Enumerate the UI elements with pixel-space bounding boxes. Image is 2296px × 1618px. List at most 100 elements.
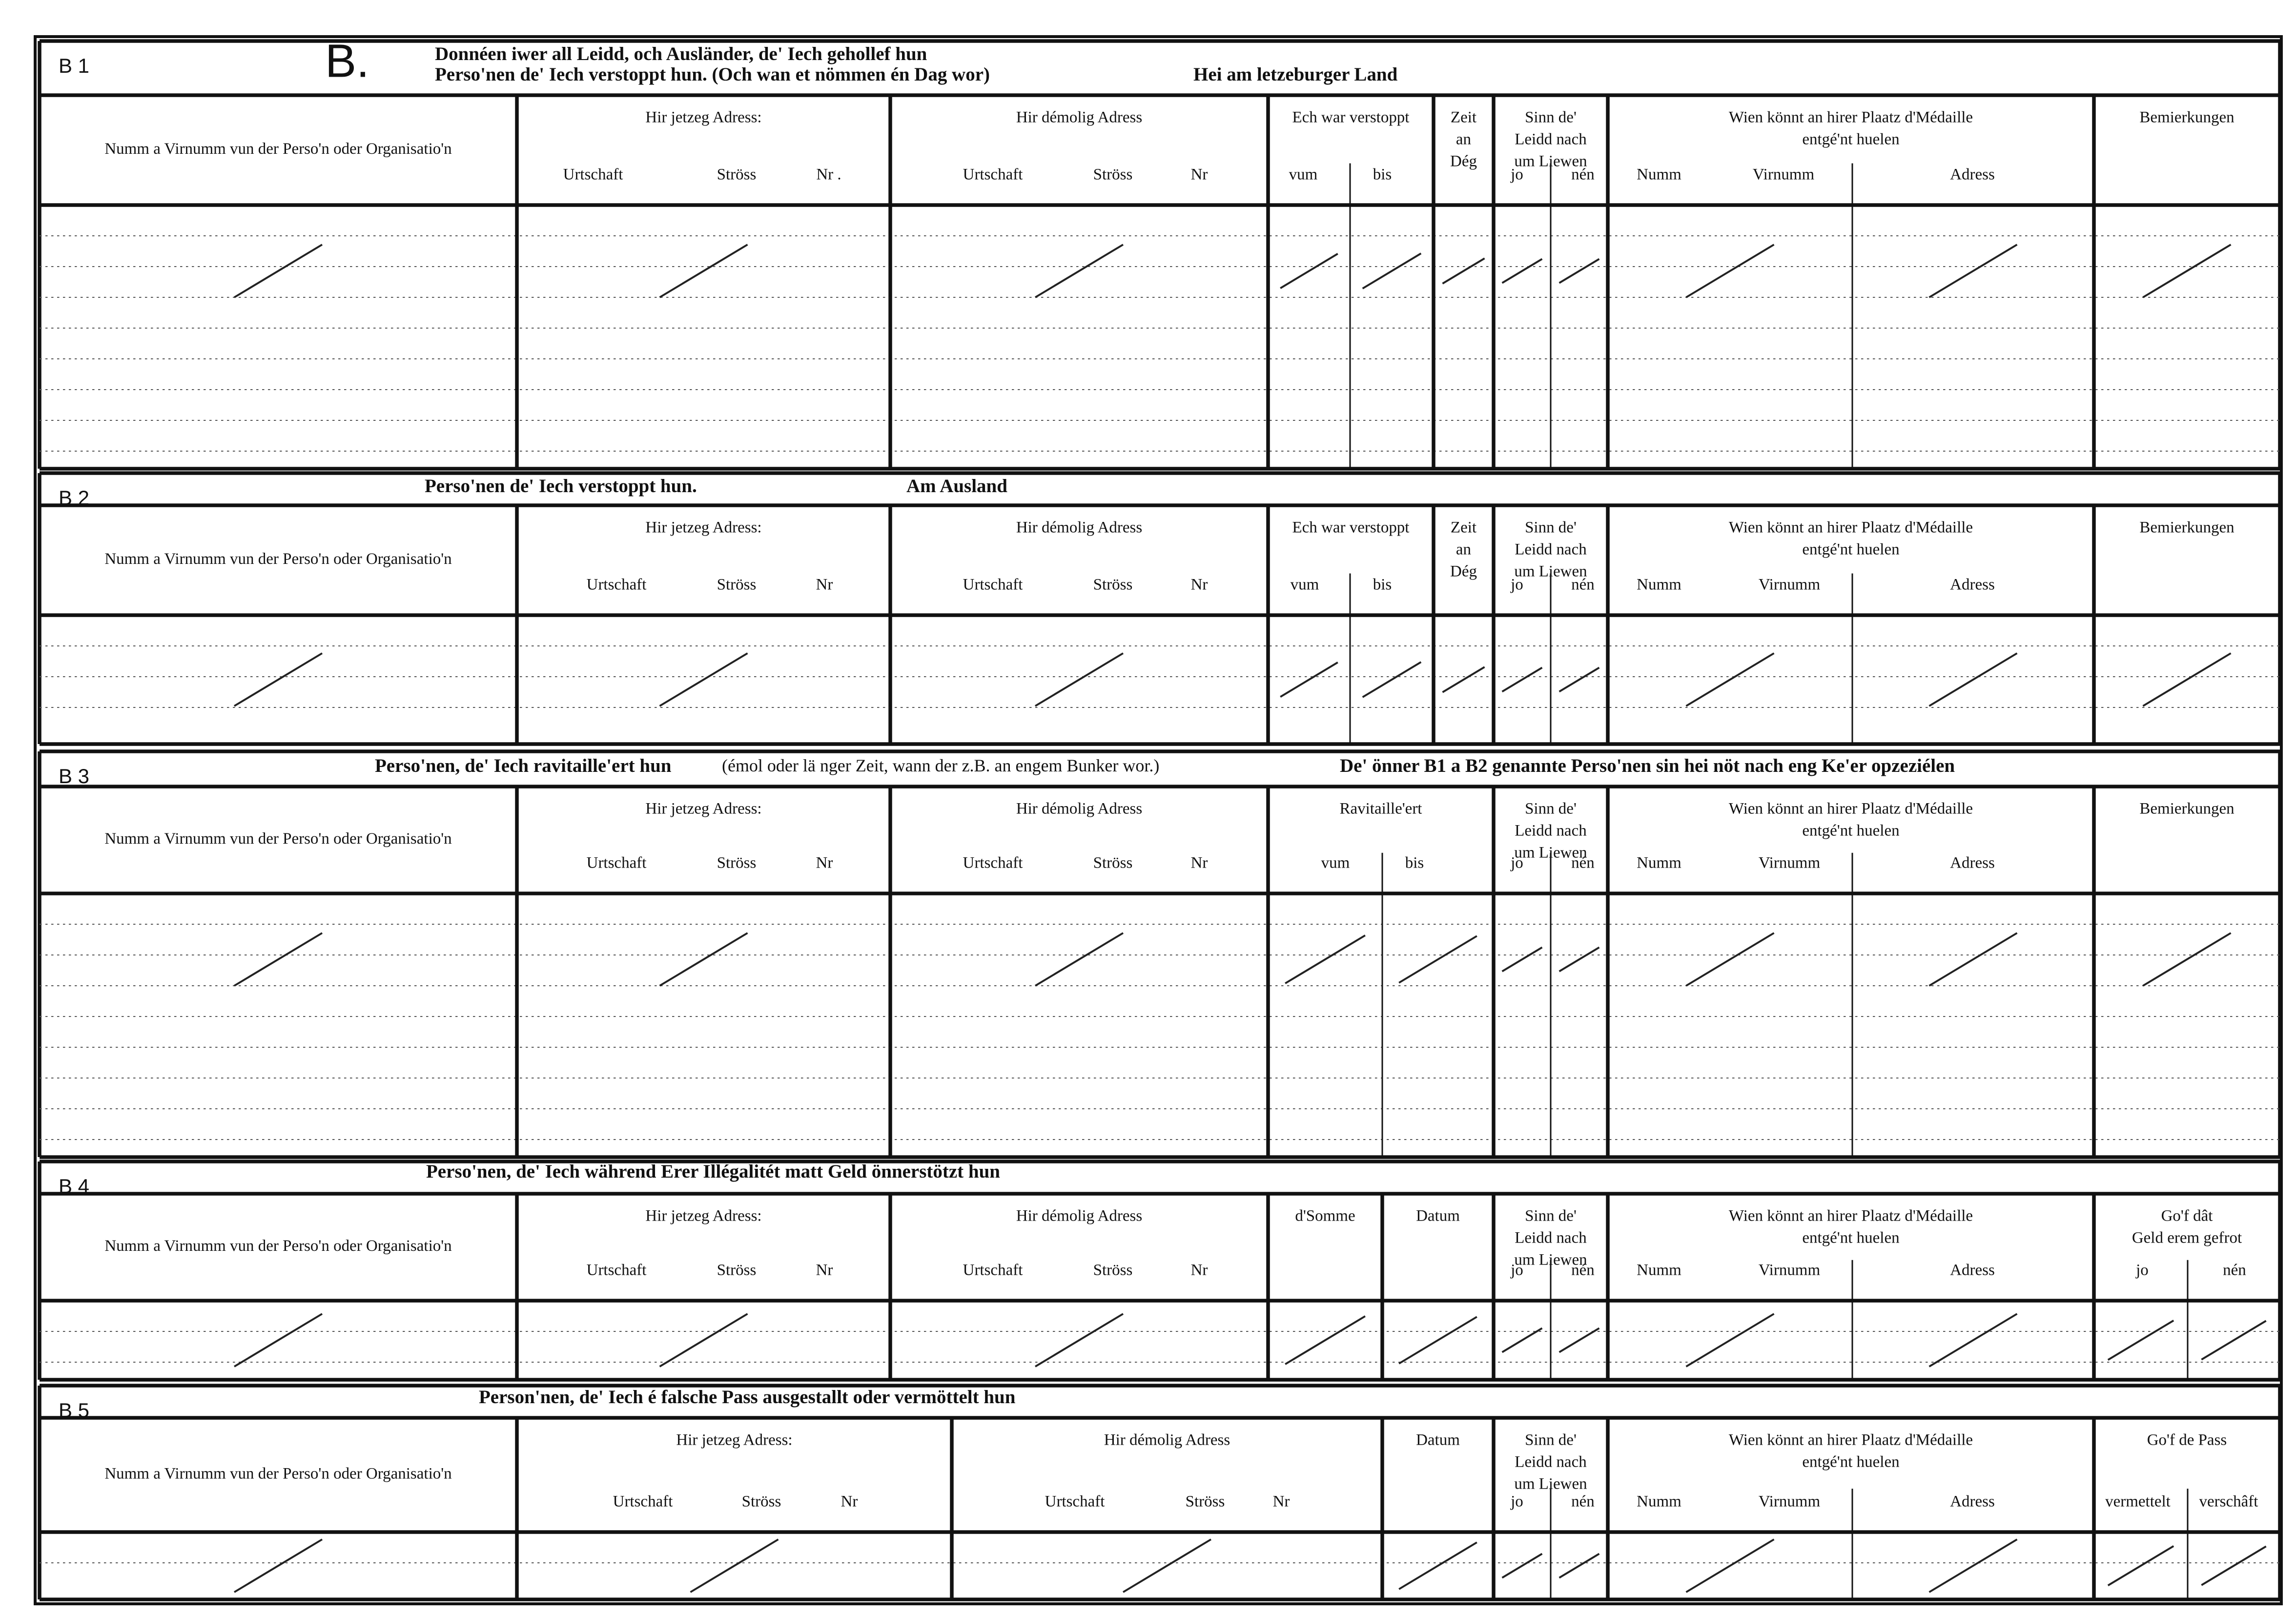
column-subheader: Urtschaft (587, 1262, 647, 1279)
column-header: Numm a Virnumm vun der Perso'n oder Orga… (104, 550, 451, 568)
handwritten-stroke (1362, 252, 1422, 290)
handwritten-stroke (1362, 661, 1422, 698)
column-header: Zeit (1451, 109, 1476, 126)
section-title: Perso'nen de' Iech verstoppt hun. (425, 476, 697, 497)
handwritten-stroke (2142, 932, 2232, 987)
column-subheader: Adress (1950, 166, 1995, 184)
section-title: De' önner B1 a B2 genannte Perso'nen sin… (1340, 755, 1955, 776)
handwritten-stroke (1685, 244, 1775, 298)
column-subheader: Ströss (717, 1262, 757, 1279)
column-subheader: vum (1291, 576, 1319, 594)
column-header: Hir démolig Adress (1104, 1431, 1230, 1449)
column-header: Wien könnt an hirer Plaatz d'Médaille (1729, 519, 1973, 537)
column-header: Wien könnt an hirer Plaatz d'Médaille (1729, 1207, 1973, 1225)
handwritten-stroke (234, 652, 323, 707)
column-header: Geld erem gefrot (2132, 1229, 2242, 1247)
column-header: entgé'nt huelen (1802, 131, 1899, 148)
column-header: Hir jetzeg Adress: (676, 1431, 792, 1449)
column-header: an (1456, 131, 1471, 148)
handwritten-stroke (1398, 1316, 1477, 1365)
column-subheader: Nr (1191, 576, 1208, 594)
column-subheader: jo (1510, 166, 1523, 184)
column-header: Go'f de Pass (2147, 1431, 2227, 1449)
column-header: Hir démolig Adress (1016, 1207, 1142, 1225)
section-title: Am Ausland (906, 476, 1007, 497)
handwritten-stroke (1928, 244, 2018, 298)
handwritten-stroke (234, 1538, 323, 1593)
column-subheader: Urtschaft (963, 166, 1023, 184)
handwritten-stroke (234, 932, 323, 987)
column-subheader: Nr (1191, 854, 1208, 872)
column-subheader: Numm (1637, 166, 1681, 184)
handwritten-stroke (234, 244, 323, 298)
column-subheader: verschâft (2199, 1493, 2258, 1511)
column-header: Dég (1450, 153, 1477, 170)
handwritten-stroke (1034, 932, 1124, 987)
handwritten-stroke (1398, 1541, 1477, 1590)
column-subheader: Ströss (1093, 576, 1133, 594)
section-title: Perso'nen, de' Iech während Erer Illégal… (426, 1161, 1000, 1182)
column-subheader: Ströss (717, 166, 757, 184)
handwritten-stroke (1034, 244, 1124, 298)
column-header: Ravitaille'ert (1340, 800, 1422, 818)
column-subheader: Urtschaft (613, 1493, 673, 1511)
column-subheader: Ströss (742, 1493, 781, 1511)
column-subheader: nén (1571, 854, 1595, 872)
column-header: Ech war verstoppt (1292, 519, 1410, 537)
column-subheader: jo (1510, 854, 1523, 872)
column-header: Numm a Virnumm vun der Perso'n oder Orga… (104, 140, 451, 158)
handwritten-stroke (2142, 244, 2232, 298)
handwritten-stroke (1501, 946, 1543, 973)
column-subheader: Virnumm (1753, 166, 1815, 184)
handwritten-stroke (659, 244, 748, 298)
handwritten-stroke (2142, 652, 2232, 707)
handwritten-stroke (1558, 1553, 1600, 1579)
handwritten-stroke (1685, 652, 1775, 707)
column-header: Hir démolig Adress (1016, 109, 1142, 126)
column-subheader: vermettelt (2105, 1493, 2171, 1511)
column-subheader: nén (2223, 1262, 2246, 1279)
handwritten-stroke (1558, 258, 1600, 284)
column-subheader: Numm (1637, 576, 1681, 594)
column-subheader: Numm (1637, 854, 1681, 872)
column-header: Numm a Virnumm vun der Perso'n oder Orga… (104, 1465, 451, 1483)
section-title: Perso'nen, de' Iech ravitaille'ert hun (375, 755, 672, 776)
handwritten-stroke (1928, 1538, 2018, 1593)
column-subheader: Nr (816, 854, 833, 872)
form-letter: B. (325, 35, 369, 87)
handwritten-stroke (1501, 258, 1543, 284)
column-subheader: jo (1510, 1262, 1523, 1279)
column-header: Bemierkungen (2139, 109, 2234, 126)
column-header: entgé'nt huelen (1802, 1453, 1899, 1471)
handwritten-stroke (1685, 1313, 1775, 1368)
handwritten-stroke (1558, 1327, 1600, 1353)
column-subheader: Urtschaft (563, 166, 623, 184)
handwritten-stroke (234, 1313, 323, 1368)
column-subheader: Adress (1950, 1262, 1995, 1279)
section-title: Donnéen iwer all Leidd, och Ausländer, d… (435, 43, 927, 64)
handwritten-stroke (1501, 1553, 1543, 1579)
column-header: Sinn de' (1525, 1431, 1577, 1449)
column-subheader: Nr (816, 1262, 833, 1279)
handwritten-stroke (2107, 1319, 2174, 1361)
column-header: Datum (1416, 1431, 1460, 1449)
column-header: Sinn de' (1525, 800, 1577, 818)
column-header: d'Somme (1295, 1207, 1355, 1225)
handwritten-stroke (1685, 1538, 1775, 1593)
column-subheader: bis (1373, 576, 1392, 594)
column-header: Dég (1450, 563, 1477, 581)
column-header: Numm a Virnumm vun der Perso'n oder Orga… (104, 830, 451, 848)
column-subheader: Numm (1637, 1493, 1681, 1511)
column-subheader: Ströss (1093, 166, 1133, 184)
column-subheader: Virnumm (1759, 854, 1821, 872)
column-subheader: jo (2135, 1262, 2149, 1279)
handwritten-stroke (1501, 1327, 1543, 1353)
column-header: Bemierkungen (2139, 800, 2234, 818)
section-code: B 3 (59, 765, 89, 788)
column-subheader: nén (1571, 576, 1595, 594)
column-subheader: Virnumm (1759, 576, 1821, 594)
handwritten-stroke (690, 1538, 779, 1593)
column-subheader: nén (1571, 1262, 1595, 1279)
